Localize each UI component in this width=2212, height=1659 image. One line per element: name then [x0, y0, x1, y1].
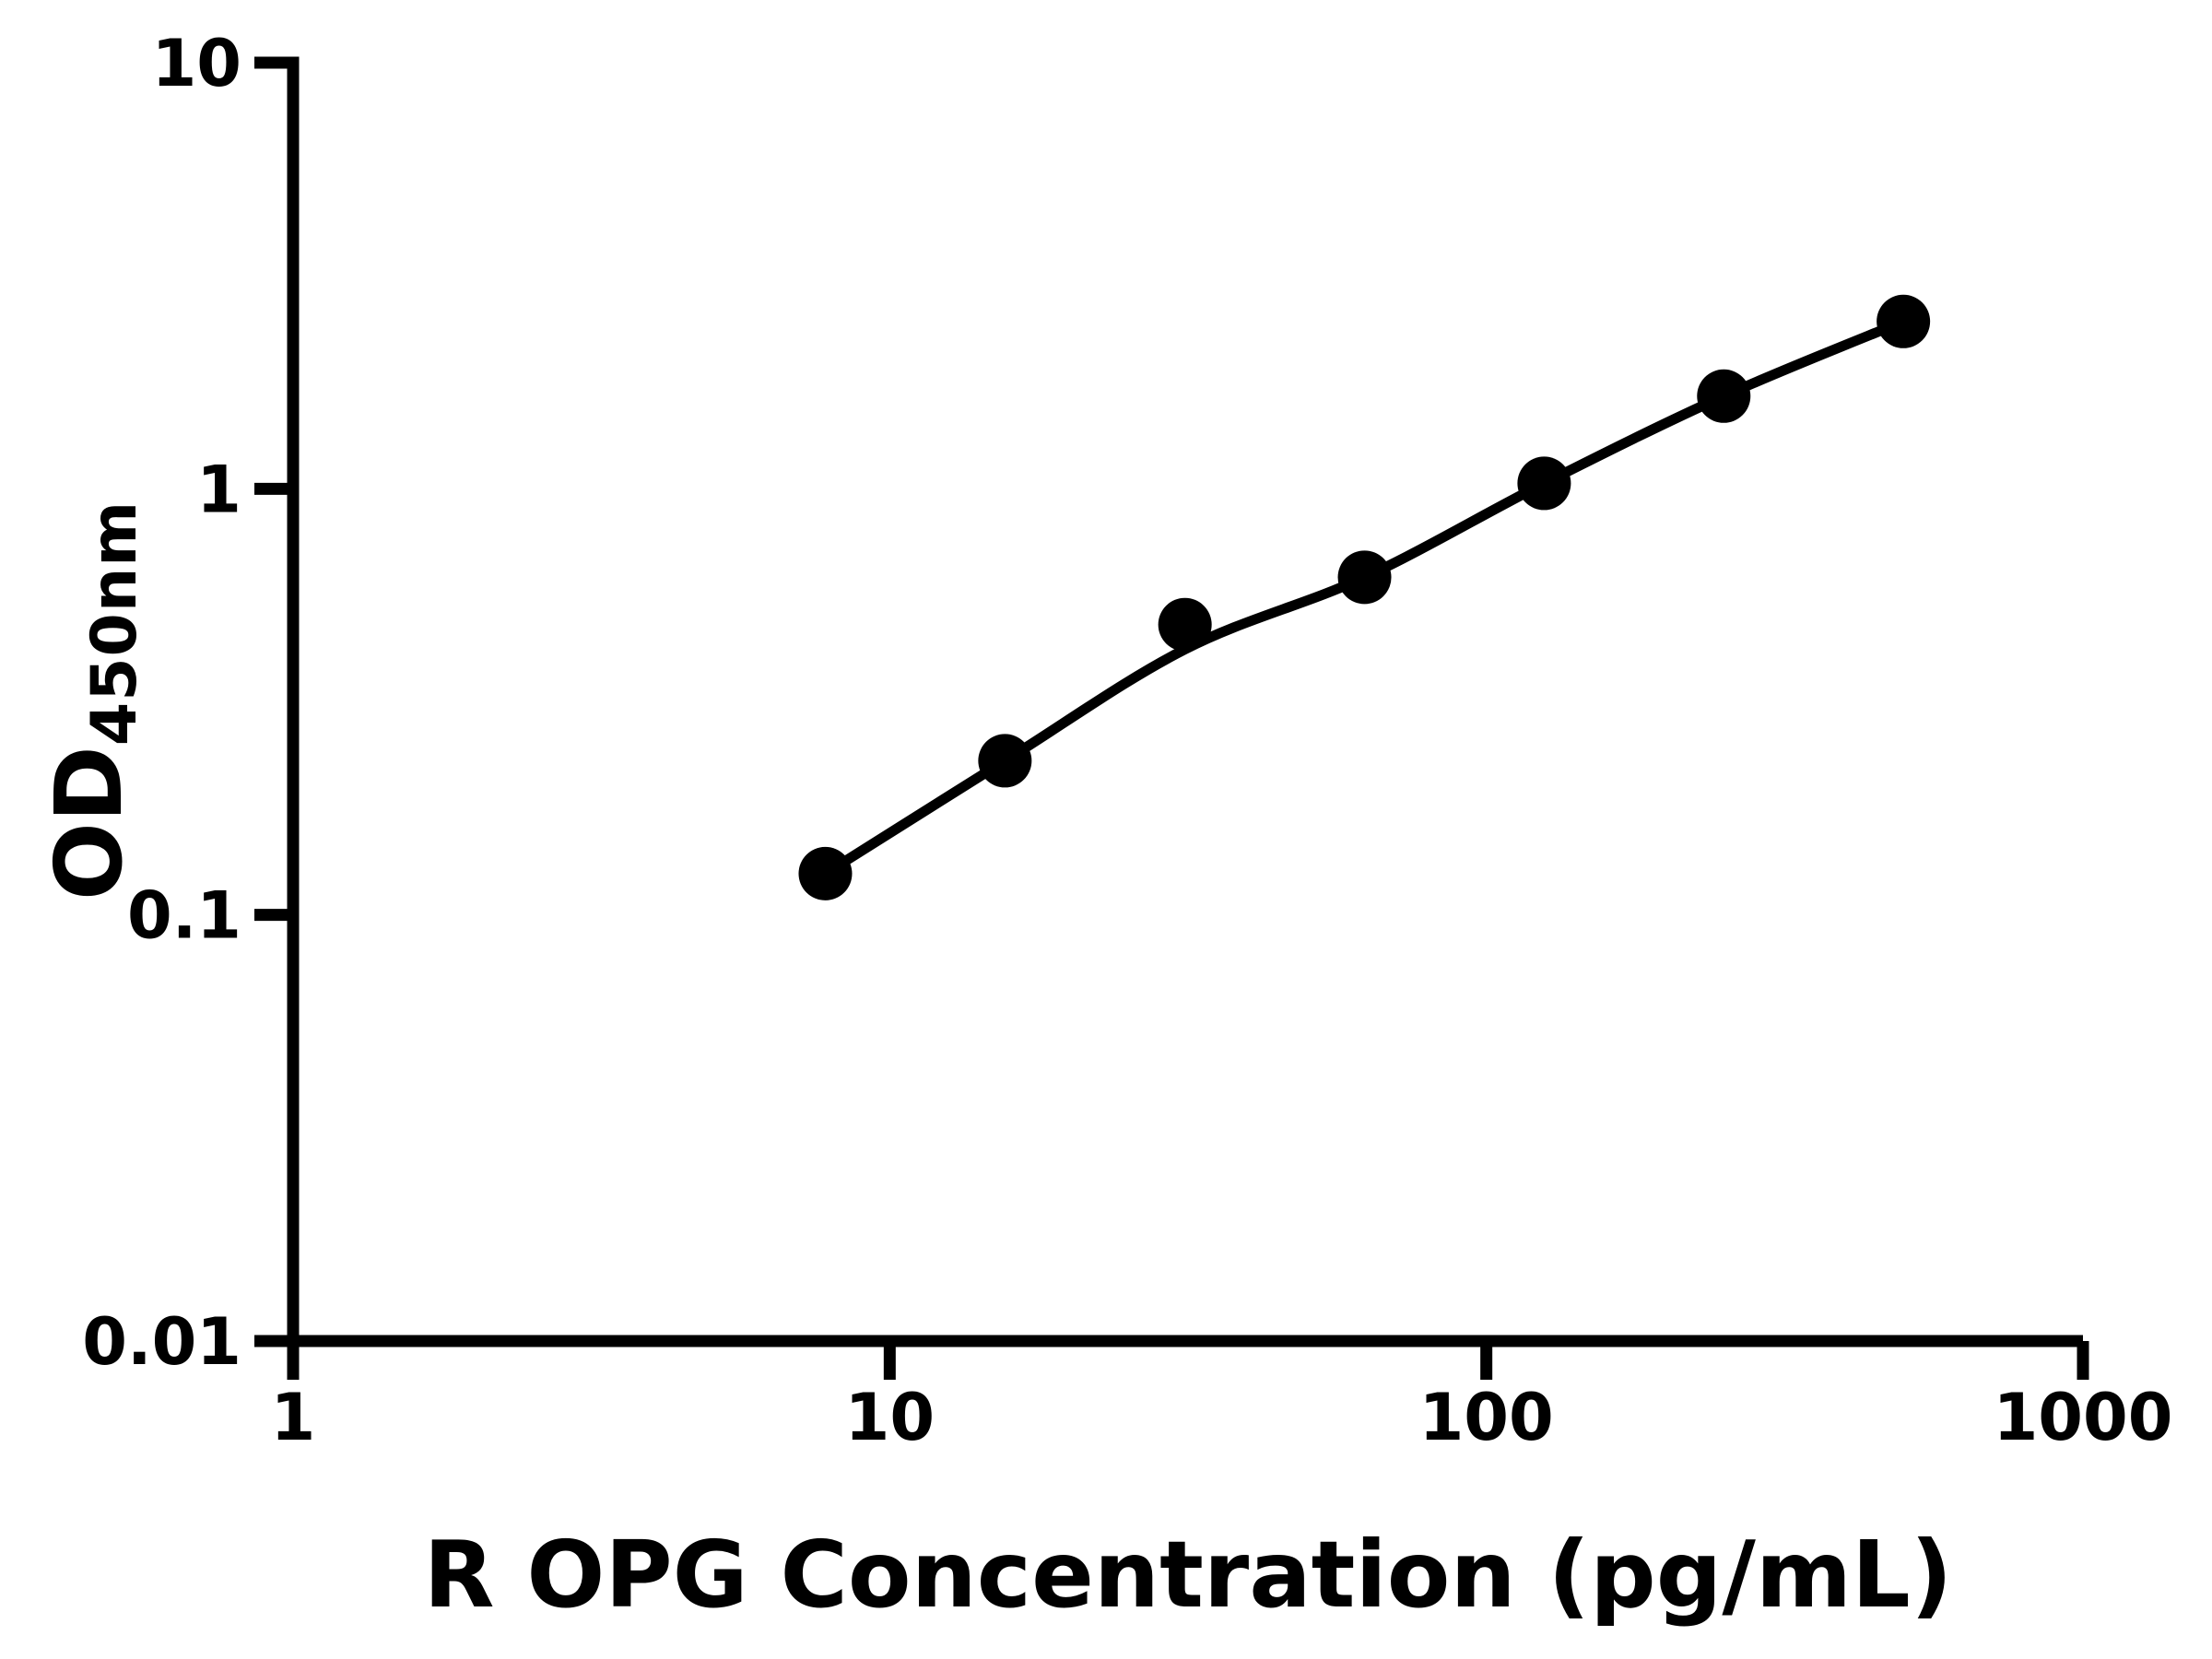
axes-lines [287, 56, 2083, 1347]
y-tick-label: 0.1 [127, 878, 241, 954]
data-point [1517, 456, 1571, 511]
data-point [1158, 597, 1212, 652]
data-point [978, 734, 1032, 788]
data-point [1877, 294, 1931, 348]
y-tick-label: 1 [196, 452, 241, 527]
data-point [1337, 550, 1392, 605]
y-axis-title: OD450nm [35, 500, 151, 900]
data-point [798, 846, 853, 900]
x-tick-label: 100 [1419, 1380, 1554, 1455]
x-tick-label: 10 [845, 1380, 935, 1455]
y-tick-label: 0.01 [82, 1304, 241, 1380]
x-tick-label: 1 [271, 1380, 316, 1455]
y-axis-title-subscript: 450nm [78, 500, 151, 747]
x-axis-title: R OPG Concentration (pg/mL) [423, 1521, 1953, 1629]
x-tick-label: 1000 [1994, 1380, 2173, 1455]
y-tick-label: 10 [152, 26, 241, 101]
y-axis-title-main: OD [35, 746, 143, 901]
data-point [1697, 369, 1751, 423]
